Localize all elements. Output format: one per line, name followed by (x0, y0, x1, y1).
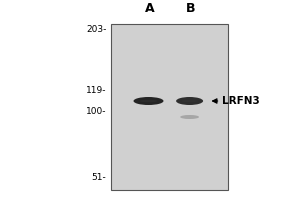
Text: 119-: 119- (86, 86, 106, 95)
Ellipse shape (180, 115, 199, 119)
Text: 51-: 51- (92, 172, 106, 182)
Text: 100-: 100- (86, 106, 106, 116)
Bar (111, 24, 228, 190)
Ellipse shape (182, 100, 198, 102)
Text: LRFN3: LRFN3 (222, 96, 260, 106)
Text: B: B (186, 2, 195, 15)
Text: A: A (145, 2, 155, 15)
Text: 203-: 203- (86, 24, 106, 33)
Ellipse shape (140, 100, 158, 102)
Ellipse shape (176, 97, 203, 105)
Ellipse shape (134, 97, 164, 105)
